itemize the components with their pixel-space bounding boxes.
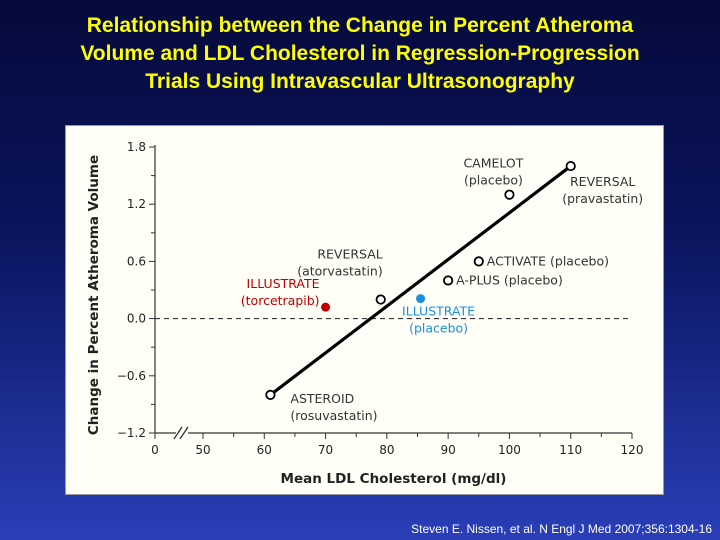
point-label: (torcetrapib) [241,293,320,308]
chart-panel: −1.2 −0.6 0.0 0.6 1.2 1.8 0 50 60 70 80 90 100 110 120… [65,125,664,495]
data-point-open [473,256,484,267]
y-tick-label: −0.6 [117,369,146,383]
y-tick-label: −1.2 [117,426,146,440]
y-tick-label: 1.8 [127,140,146,154]
point-label: A-PLUS (placebo) [456,272,563,287]
data-point-open [443,275,454,286]
x-tick-label: 100 [498,443,521,457]
x-tick-label: 90 [441,443,456,457]
x-tick-label: 60 [257,443,272,457]
axis-break-gap [176,427,188,439]
y-tick-label: 0.6 [127,254,146,268]
y-tick-label: 0.0 [127,312,146,326]
point-label: ILLUSTRATE [402,304,475,319]
point-label: (pravastatin) [562,191,643,206]
data-point-open [265,389,276,400]
data-point-open [375,294,386,305]
citation: Steven E. Nissen, et al. N Engl J Med 20… [411,522,712,536]
title-line-2: Volume and LDL Cholesterol in Regression… [80,42,640,65]
data-point-open [565,160,576,172]
regression-line [269,164,572,397]
point-label: (placebo) [464,173,523,188]
point-label: (atorvastatin) [297,264,383,279]
y-axis-title: Change in Percent Atheroma Volume [86,155,102,435]
point-label: CAMELOT [463,156,523,171]
point-label: ILLUSTRATE [247,276,320,291]
data-point-open [504,189,515,200]
x-tick-label: 120 [621,443,644,457]
x-tick-label: 70 [318,443,333,457]
y-tick-label: 1.2 [127,197,146,211]
slide-title: Relationship between the Change in Perce… [0,12,720,96]
x-tick-label: 0 [151,443,159,457]
scatter-chart: −1.2 −0.6 0.0 0.6 1.2 1.8 0 50 60 70 80 90 100 110 120… [86,140,644,487]
title-line-1: Relationship between the Change in Perce… [86,14,634,37]
point-label: ACTIVATE (placebo) [487,253,609,268]
x-tick-label: 50 [195,443,210,457]
axis-break-mark [179,426,189,440]
point-label: REVERSAL [570,174,635,189]
point-label: REVERSAL [317,247,382,262]
point-label: ASTEROID [290,391,354,406]
point-label: (placebo) [409,321,468,336]
x-axis-title: Mean LDL Cholesterol (mg/dl) [281,471,507,487]
x-tick-label: 110 [559,443,582,457]
axis-break-mark [173,426,183,440]
title-line-3: Trials Using Intravascular Ultrasonograp… [145,70,575,93]
point-label: (rosuvastatin) [290,408,377,423]
data-point-filled [416,294,426,304]
data-point-filled [321,302,331,312]
x-tick-label: 80 [379,443,394,457]
